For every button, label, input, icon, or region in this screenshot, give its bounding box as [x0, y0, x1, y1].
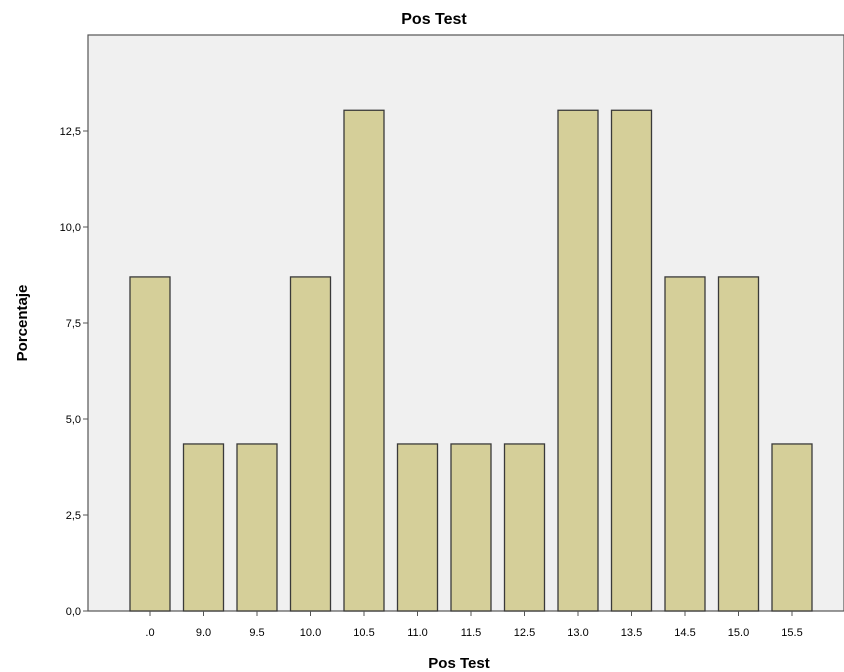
x-tick-label: 11.5: [461, 627, 482, 639]
x-tick-label: 13.0: [567, 627, 588, 639]
x-tick-label: 13.5: [621, 627, 642, 639]
y-tick-label: 5,0: [66, 414, 81, 426]
x-tick-label: 10.0: [300, 627, 321, 639]
y-tick-label: 2,5: [66, 510, 81, 522]
bar-11p0: [396, 443, 439, 612]
chart-title: Pos Test: [401, 11, 467, 28]
bar-15p0: [717, 276, 760, 612]
x-tick-label: 10.5: [353, 627, 374, 639]
y-tick-label: 7,5: [66, 318, 81, 330]
x-axis: .0 9.0 9.5 10.0 10.5 11.0 11.5 12.5 13.0 13.5 14.5…: [145, 611, 803, 639]
bar-10p5: [343, 109, 385, 612]
x-tick-label: 15.5: [781, 627, 802, 639]
y-tick-label: 12,5: [60, 126, 81, 138]
bar-12p5: [503, 443, 546, 612]
bar-13p5: [610, 109, 653, 612]
y-axis: 0,0 2,5 5,0 7,5 10,0 12,5: [60, 126, 88, 618]
x-tick-label: 14.5: [674, 627, 695, 639]
bar-13p0: [557, 109, 599, 612]
bar-15p5: [771, 443, 813, 612]
bar-10p0: [289, 276, 332, 612]
x-tick-label: 9.5: [249, 627, 264, 639]
y-axis-label: Porcentaje: [14, 285, 31, 362]
x-tick-label: 9.0: [196, 627, 211, 639]
x-tick-label: 11.0: [407, 627, 428, 639]
bar-p0: [129, 276, 171, 612]
x-tick-label: 12.5: [514, 627, 535, 639]
bar-9p0: [182, 443, 225, 612]
bars-group: [129, 109, 813, 612]
bar-9p5: [236, 443, 278, 612]
x-tick-label: .0: [145, 627, 154, 639]
x-axis-label: Pos Test: [428, 655, 489, 672]
y-tick-label: 0,0: [66, 606, 81, 618]
bar-11p5: [450, 443, 492, 612]
x-tick-label: 15.0: [728, 627, 749, 639]
y-tick-label: 10,0: [60, 222, 81, 234]
bar-14p5: [664, 276, 706, 612]
